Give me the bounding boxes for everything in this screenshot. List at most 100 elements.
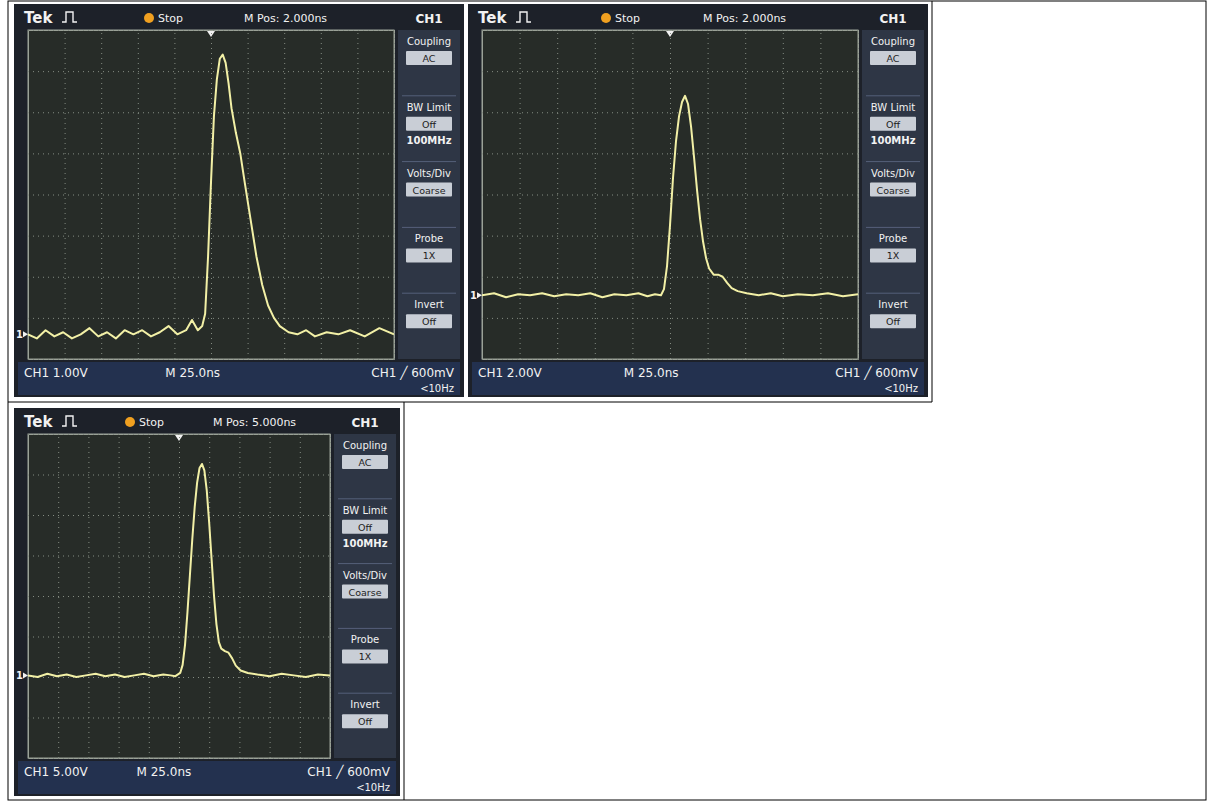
menu-heading: Coupling (871, 36, 915, 47)
menu-separator (338, 628, 392, 629)
run-indicator (125, 417, 135, 427)
axis-line (29, 434, 331, 759)
tick (482, 318, 858, 319)
grid-line (482, 30, 858, 31)
tick (482, 277, 858, 278)
grid-line (65, 30, 66, 359)
bezel (14, 408, 400, 796)
menu-value: Coarse (413, 185, 446, 196)
tick (28, 318, 394, 319)
tick (330, 434, 331, 758)
tick (270, 434, 271, 758)
menu-separator (402, 95, 456, 96)
tick (28, 277, 394, 278)
menu-title: CH1 (415, 12, 442, 26)
tick (28, 637, 330, 638)
tick (482, 112, 858, 113)
grid-line (858, 30, 859, 359)
menu-heading: Volts/Div (343, 570, 387, 581)
brand: Tek (24, 9, 53, 27)
tick (28, 112, 394, 113)
tick (65, 30, 66, 359)
menu-panel (862, 30, 924, 359)
grid-line (179, 434, 180, 758)
menu-panel (398, 30, 460, 359)
ground-marker: 1 (16, 670, 23, 681)
bezel (468, 4, 928, 397)
menu-heading: BW Limit (871, 102, 915, 113)
tick (209, 434, 210, 758)
horizontal-position: M Pos: 2.000ns (703, 12, 786, 25)
horizontal-position: M Pos: 5.000ns (213, 416, 296, 429)
grid-line (595, 30, 596, 359)
grid-line (670, 30, 671, 359)
menu-separator (866, 227, 920, 228)
menu-value: AC (887, 53, 900, 64)
scope-panel: TekStopM Pos: 2.000nsCH1CouplingACBW Lim… (14, 4, 464, 397)
run-state: Stop (158, 12, 183, 25)
tick (28, 434, 330, 435)
menu-separator (866, 161, 920, 162)
grid-line (28, 236, 394, 237)
x-axis (483, 30, 859, 360)
menu-value-box (342, 585, 388, 599)
grid-line (632, 30, 633, 359)
menu-heading: Invert (350, 699, 379, 710)
ground-arrow (23, 331, 28, 337)
screen (28, 434, 330, 758)
plot-area (28, 55, 394, 339)
axis-line (29, 435, 331, 759)
tick (670, 30, 671, 359)
menu-value-box (406, 183, 452, 197)
status-bar (472, 362, 924, 395)
trigger-icon (62, 12, 77, 22)
tick (482, 71, 858, 72)
channel-scale: CH1 1.00V (24, 366, 89, 380)
tick (28, 71, 394, 72)
y-axis (28, 31, 394, 360)
x-axis (29, 30, 395, 360)
plot-area (482, 96, 858, 298)
trace (28, 464, 330, 677)
tick (557, 30, 558, 359)
tick (482, 153, 858, 154)
status-bar (18, 761, 396, 794)
axis-line (29, 30, 395, 360)
bezel (14, 4, 464, 397)
time-scale: M 25.0ns (137, 765, 192, 779)
grid-line (28, 359, 394, 360)
x-axis (29, 434, 331, 759)
tick (858, 30, 859, 359)
grid-line (28, 112, 394, 113)
menu-heading: Probe (879, 233, 907, 244)
brand: Tek (478, 9, 507, 27)
trigger-level: CH1 ╱ 600mV (307, 764, 390, 779)
grid-line (209, 434, 210, 758)
grid-line (28, 556, 330, 557)
menu-heading: Coupling (343, 440, 387, 451)
tick (783, 30, 784, 359)
run-indicator (144, 13, 154, 23)
menu-value-box (870, 117, 916, 131)
horizontal-position: M Pos: 2.000ns (244, 12, 327, 25)
trigger-level: CH1 ╱ 600mV (371, 365, 454, 380)
menu-value: 100MHz (406, 135, 451, 146)
grid-line (482, 112, 858, 113)
grid-line (28, 30, 394, 31)
menu-value: 100MHz (870, 135, 915, 146)
trace (28, 55, 394, 339)
menu-separator (338, 498, 392, 499)
menu-heading: BW Limit (407, 102, 451, 113)
menu-value-box (870, 314, 916, 328)
menu-separator (402, 161, 456, 162)
tick (28, 359, 394, 360)
tick (28, 30, 394, 31)
trigger-frequency: <10Hz (884, 383, 918, 394)
menu-value: 1X (359, 651, 372, 662)
grid-line (28, 596, 330, 597)
menu-value: 1X (423, 250, 436, 261)
menu-title: CH1 (879, 12, 906, 26)
menu-value-box (406, 51, 452, 65)
table-rule (8, 402, 932, 403)
menu-heading: BW Limit (343, 505, 387, 516)
